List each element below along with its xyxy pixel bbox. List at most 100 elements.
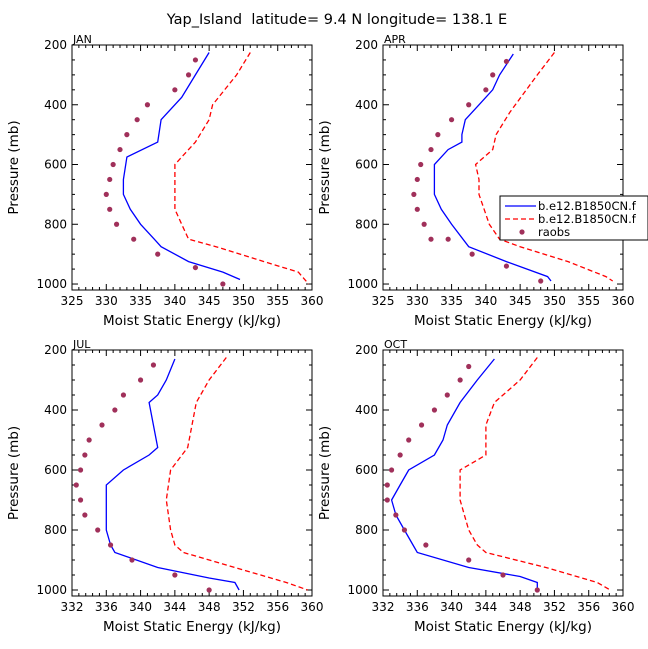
raobs-point: [534, 587, 540, 593]
y-tick-label: 600: [44, 463, 67, 477]
raobs-point: [86, 437, 92, 443]
raobs-point: [503, 263, 510, 269]
data-area: [384, 357, 611, 593]
series-line-dashed: [459, 357, 611, 591]
raobs-point: [466, 363, 472, 370]
panel-title: APR: [384, 33, 406, 46]
series-line-dashed: [165, 357, 308, 591]
y-tick-label: 1000: [347, 277, 378, 291]
y-tick-label: 200: [44, 38, 67, 52]
series-line-solid: [390, 358, 538, 590]
y-tick-label: 600: [355, 158, 378, 172]
raobs-point: [423, 542, 429, 548]
y-axis-title: Pressure (mb): [317, 120, 333, 214]
raobs-point: [538, 278, 544, 284]
legend-label: b.e12.B1850CN.f: [538, 199, 637, 213]
raobs-point: [110, 161, 116, 168]
raobs-point: [418, 161, 424, 168]
y-tick-label: 400: [355, 403, 378, 417]
raobs-point: [117, 146, 123, 153]
raobs-point: [490, 72, 496, 78]
raobs-point: [131, 236, 137, 242]
y-tick-label: 200: [355, 343, 378, 357]
raobs-point: [414, 176, 420, 183]
x-tick-label: 332: [372, 600, 395, 614]
raobs-point: [444, 392, 450, 398]
series-line-solid: [433, 53, 552, 282]
plot-frame: [71, 44, 313, 291]
raobs-point: [411, 191, 417, 197]
x-tick-label: 352: [232, 600, 255, 614]
legend-box: [499, 195, 648, 241]
legend-swatch-raobs: [519, 229, 525, 235]
y-tick-label: 400: [44, 403, 67, 417]
raobs-point: [384, 497, 390, 503]
raobs-point: [144, 102, 151, 108]
x-tick-label: 332: [61, 600, 84, 614]
raobs-point: [421, 221, 427, 227]
plot-frame: [71, 349, 313, 597]
data-area: [103, 52, 310, 287]
x-tick-label: 340: [474, 294, 497, 308]
x-tick-label: 360: [612, 294, 635, 308]
x-tick-label: 325: [372, 294, 395, 308]
raobs-point: [155, 251, 161, 257]
raobs-point: [503, 58, 510, 65]
raobs-point: [172, 87, 178, 93]
legend-label: raobs: [538, 225, 570, 239]
raobs-point: [469, 251, 475, 257]
x-tick-label: 350: [232, 294, 255, 308]
panel-jul: 332 336 340 344 348 352 356 360 200 400 600 800 1000…: [6, 338, 323, 635]
data-area: [411, 52, 614, 284]
y-tick-label: 200: [44, 343, 67, 357]
x-tick-label: 344: [163, 600, 186, 614]
x-tick-label: 335: [129, 294, 152, 308]
raobs-point: [431, 407, 438, 413]
x-tick-label: 325: [61, 294, 84, 308]
y-tick-label: 400: [355, 98, 378, 112]
raobs-point: [107, 206, 113, 212]
x-axis-title: Moist Static Energy (kJ/kg): [414, 619, 592, 635]
x-axis-title: Moist Static Energy (kJ/kg): [103, 619, 281, 635]
raobs-point: [457, 377, 463, 383]
raobs-point: [124, 132, 130, 138]
x-tick-label: 335: [440, 294, 463, 308]
raobs-point: [73, 482, 79, 488]
raobs-point: [483, 87, 489, 93]
x-axis-title: Moist Static Energy (kJ/kg): [103, 313, 281, 329]
x-tick-label: 356: [577, 600, 600, 614]
raobs-point: [388, 467, 395, 473]
raobs-point: [428, 146, 434, 153]
raobs-point: [435, 132, 441, 138]
x-tick-label: 345: [509, 294, 532, 308]
raobs-point: [185, 72, 192, 78]
x-tick-label: 350: [543, 294, 566, 308]
x-tick-label: 360: [612, 600, 635, 614]
x-tick-label: 345: [198, 294, 221, 308]
raobs-point: [445, 236, 451, 242]
y-tick-label: 600: [44, 158, 67, 172]
x-tick-label: 330: [406, 294, 429, 308]
panel-jan: 325 330 335 340 345 350 355 360 200 400 600 800 1000…: [6, 33, 323, 329]
raobs-point: [107, 176, 113, 183]
plot-frame: [382, 44, 624, 291]
raobs-point: [134, 117, 140, 123]
raobs-point: [384, 482, 390, 488]
panel-title: OCT: [384, 338, 407, 351]
raobs-point: [414, 206, 420, 212]
raobs-point: [82, 512, 88, 518]
raobs-point: [220, 281, 226, 287]
series-line-solid: [105, 358, 240, 591]
raobs-point: [120, 392, 127, 398]
y-tick-label: 800: [355, 523, 378, 537]
y-tick-label: 1000: [347, 583, 378, 597]
x-axis-title: Moist Static Energy (kJ/kg): [414, 313, 592, 329]
x-tick-label: 344: [474, 600, 497, 614]
raobs-point: [95, 527, 101, 533]
x-tick-label: 355: [577, 294, 600, 308]
y-tick-label: 600: [355, 463, 378, 477]
x-tick-label: 355: [266, 294, 289, 308]
x-tick-label: 336: [95, 600, 118, 614]
raobs-point: [129, 557, 135, 563]
